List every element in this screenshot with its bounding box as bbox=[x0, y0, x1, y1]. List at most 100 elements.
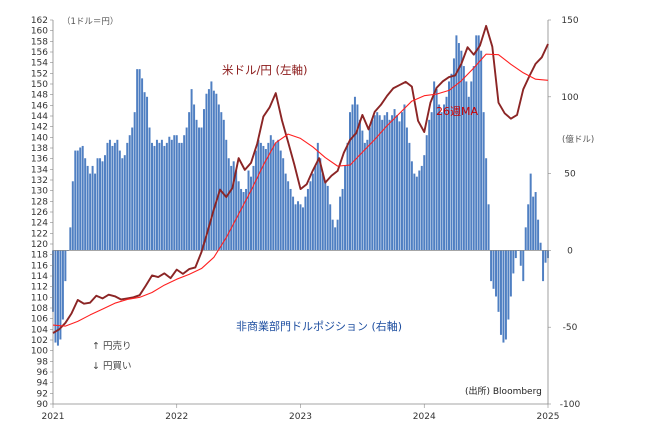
position-bar bbox=[346, 142, 349, 251]
position-bar bbox=[247, 170, 250, 251]
position-bar bbox=[321, 173, 324, 251]
position-bar bbox=[430, 112, 433, 251]
position-bar bbox=[212, 90, 215, 251]
position-bar bbox=[485, 158, 488, 251]
position-bar bbox=[544, 250, 547, 263]
position-bar bbox=[71, 181, 74, 251]
position-label: 非商業部門ドルポジション (右軸) bbox=[236, 319, 402, 333]
position-bar bbox=[329, 204, 332, 251]
position-bar bbox=[94, 173, 97, 251]
position-bar bbox=[383, 115, 386, 251]
position-bar bbox=[126, 142, 129, 251]
left-tick-label: 132 bbox=[31, 176, 48, 186]
position-bar bbox=[269, 135, 272, 251]
position-bar bbox=[398, 121, 401, 251]
position-bar bbox=[178, 142, 181, 251]
position-bar bbox=[438, 104, 441, 251]
position-bar bbox=[121, 158, 124, 251]
position-bar bbox=[128, 135, 131, 251]
position-bar bbox=[118, 150, 121, 251]
left-tick-label: 144 bbox=[31, 112, 48, 122]
position-bar bbox=[183, 135, 186, 251]
position-bar bbox=[415, 176, 418, 251]
position-bar bbox=[349, 112, 351, 251]
usdjpy-line bbox=[52, 24, 549, 334]
position-bar bbox=[84, 158, 87, 251]
position-bar bbox=[388, 119, 391, 251]
position-bar bbox=[455, 35, 458, 251]
left-tick-label: 94 bbox=[37, 379, 49, 389]
position-bar bbox=[465, 81, 468, 251]
left-tick-label: 112 bbox=[31, 283, 48, 293]
right-tick-label: -50 bbox=[563, 323, 578, 333]
position-bar bbox=[294, 204, 297, 251]
left-tick-label: 158 bbox=[31, 37, 48, 47]
position-bar bbox=[413, 173, 416, 251]
position-bar bbox=[160, 139, 163, 251]
position-bar bbox=[331, 219, 334, 251]
position-bar bbox=[252, 165, 255, 251]
position-bar bbox=[457, 43, 460, 251]
position-bar bbox=[460, 50, 463, 251]
position-bar bbox=[509, 250, 512, 297]
position-bar bbox=[245, 188, 248, 251]
position-bar bbox=[173, 135, 176, 251]
position-bar bbox=[136, 69, 139, 251]
position-bar bbox=[74, 150, 77, 251]
position-bar bbox=[534, 192, 537, 251]
position-bar bbox=[284, 173, 287, 251]
position-bar bbox=[133, 112, 136, 251]
position-bar bbox=[309, 181, 312, 251]
position-bar bbox=[222, 119, 225, 251]
x-tick-label: 2021 bbox=[42, 412, 65, 422]
position-bar bbox=[532, 196, 535, 251]
position-bar bbox=[539, 242, 542, 251]
position-bar bbox=[215, 93, 218, 251]
left-tick-label: 134 bbox=[31, 165, 48, 175]
position-bar bbox=[210, 81, 213, 251]
position-bar bbox=[358, 119, 361, 251]
position-bar bbox=[353, 96, 356, 251]
position-bar bbox=[490, 250, 493, 282]
position-bar bbox=[470, 81, 473, 251]
position-bar bbox=[289, 188, 292, 251]
left-tick-label: 152 bbox=[31, 69, 48, 79]
position-bar bbox=[499, 250, 502, 335]
position-bar bbox=[477, 35, 480, 251]
position-bar bbox=[304, 196, 307, 251]
position-bar bbox=[257, 139, 260, 251]
position-bar bbox=[311, 173, 314, 251]
position-bar bbox=[103, 155, 106, 251]
position-bar bbox=[108, 139, 111, 251]
position-bar bbox=[495, 250, 498, 297]
left-tick-label: 146 bbox=[31, 101, 48, 111]
position-bar bbox=[475, 35, 478, 251]
x-tick-label: 2025 bbox=[537, 412, 560, 422]
left-tick-label: 140 bbox=[31, 133, 48, 143]
position-bar bbox=[445, 96, 448, 251]
position-bar bbox=[254, 150, 257, 251]
position-bar bbox=[504, 250, 507, 340]
position-bar bbox=[423, 155, 426, 251]
left-tick-label: 130 bbox=[31, 187, 48, 197]
position-bar bbox=[106, 142, 109, 251]
left-tick-label: 156 bbox=[31, 48, 48, 58]
position-bar bbox=[138, 69, 141, 251]
position-bar bbox=[111, 145, 114, 251]
position-bar bbox=[99, 158, 102, 251]
position-bar bbox=[151, 142, 153, 251]
position-bar bbox=[452, 58, 455, 251]
position-bar bbox=[225, 139, 228, 251]
position-bar bbox=[237, 181, 240, 251]
left-tick-label: 120 bbox=[31, 240, 48, 250]
position-bar bbox=[143, 92, 146, 251]
right-axis-unit: (億ドル) bbox=[562, 134, 594, 145]
position-bar bbox=[165, 142, 168, 251]
left-tick-label: 114 bbox=[31, 272, 48, 282]
position-bar bbox=[86, 165, 89, 251]
position-bar bbox=[190, 89, 193, 251]
position-bar bbox=[89, 173, 92, 251]
usdjpy-label: 米ドル/円 (左軸) bbox=[222, 63, 308, 77]
position-bar bbox=[301, 207, 304, 251]
